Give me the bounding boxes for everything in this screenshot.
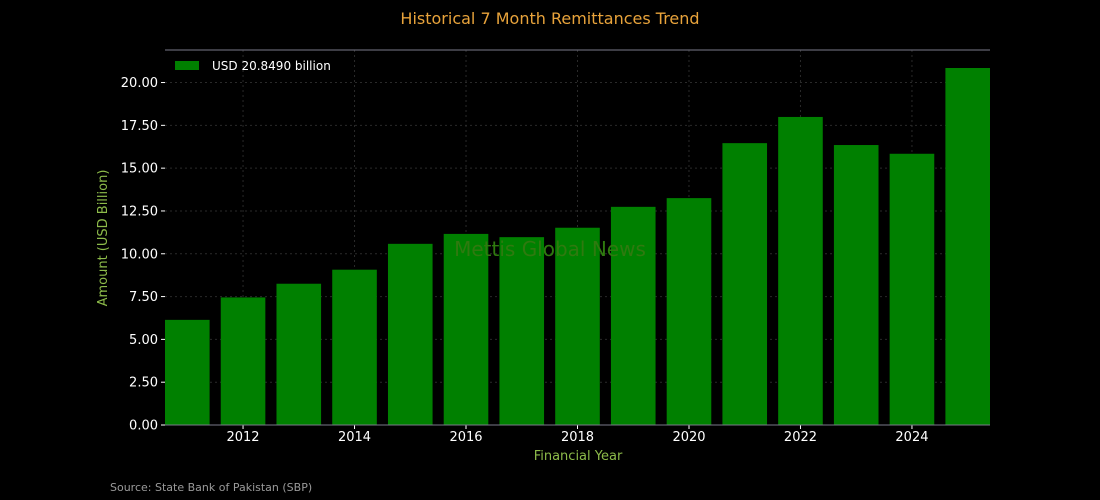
bars: [165, 67, 990, 425]
y-tick-label: 10.00: [121, 247, 158, 262]
bar-2022: [778, 116, 823, 425]
y-tick-label: 20.00: [121, 76, 158, 91]
legend-swatch: [175, 61, 199, 70]
bar-2014: [332, 269, 377, 425]
x-tick-label-2016: 2016: [449, 430, 482, 445]
bar-2025: [945, 67, 990, 425]
x-tick-label-2014: 2014: [338, 430, 371, 445]
watermark-text: Mettis Global News: [454, 237, 646, 261]
bar-2020: [666, 198, 712, 425]
bar-2016: [443, 233, 489, 425]
y-tick-label: 2.50: [129, 376, 158, 391]
y-axis-label: Amount (USD Billion): [96, 170, 111, 307]
legend: USD 20.8490 billion: [175, 59, 331, 73]
legend-label: USD 20.8490 billion: [212, 59, 331, 73]
bar-2013: [276, 283, 322, 425]
x-tick-label-2022: 2022: [784, 430, 817, 445]
bar-2023: [833, 145, 879, 425]
bar-2011: [165, 319, 210, 425]
bar-2018: [555, 227, 600, 425]
y-tick-label: 17.50: [121, 119, 158, 134]
y-ticks: 0.00 2.50 5.00 7.50 10.00 12.50 15.00 17.50 20.0…: [121, 76, 165, 434]
x-axis-label: Financial Year: [534, 449, 623, 464]
x-tick-label-2024: 2024: [895, 430, 928, 445]
y-tick-label: 12.50: [121, 204, 158, 219]
y-tick-label: 5.00: [129, 333, 158, 348]
bar-2015: [387, 243, 433, 425]
x-tick-label-2018: 2018: [561, 430, 594, 445]
y-tick-label: 7.50: [129, 290, 158, 305]
y-tick-label: 15.00: [121, 162, 158, 177]
x-tick-label-2012: 2012: [226, 430, 259, 445]
bar-2017: [499, 237, 545, 425]
x-ticks: 2012 2014 2016 2018 2020 2022 2024: [226, 425, 929, 445]
chart-title: Historical 7 Month Remittances Trend: [400, 9, 699, 28]
bar-2024: [889, 153, 935, 425]
bar-2021: [722, 143, 768, 425]
bar-2019: [610, 206, 656, 425]
y-tick-label: 0.00: [129, 419, 158, 434]
source-note: Source: State Bank of Pakistan (SBP): [110, 481, 312, 494]
bar-2012: [220, 297, 266, 425]
x-tick-label-2020: 2020: [672, 430, 705, 445]
